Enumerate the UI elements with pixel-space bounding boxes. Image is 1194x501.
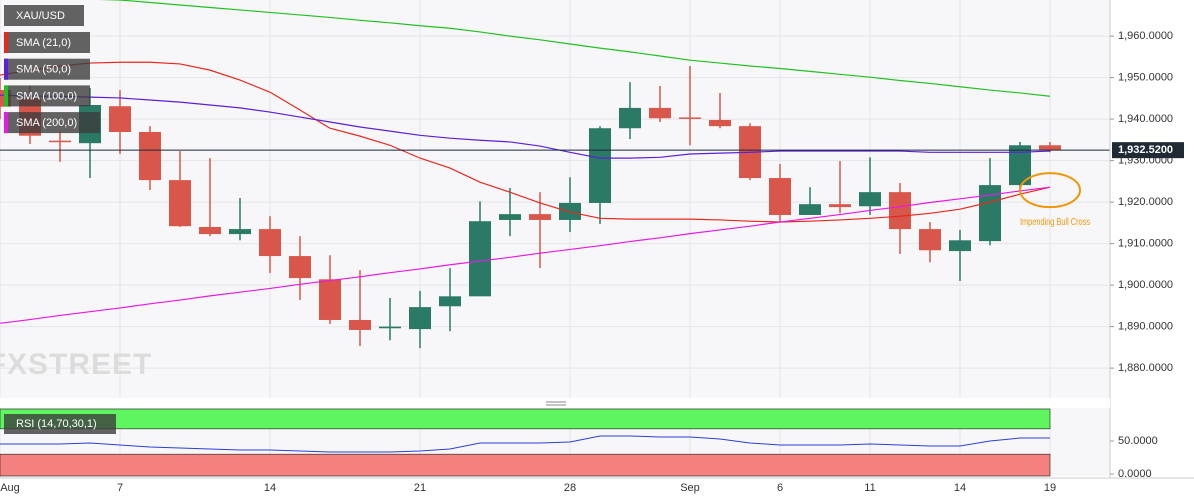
candle-body	[979, 185, 1001, 242]
y-tick-label: 1,960.0000	[1118, 30, 1173, 42]
rsi-line	[0, 435, 1050, 453]
x-tick-label: 21	[414, 482, 426, 494]
candle-body	[619, 107, 641, 129]
y-tick-label: 1,900.0000	[1118, 279, 1173, 291]
watermark: FXSTREET	[0, 348, 152, 381]
overbought-zone	[0, 408, 1051, 430]
x-tick-label: 14	[954, 482, 966, 494]
x-tick-label: 7	[117, 482, 123, 494]
legend-box	[4, 414, 116, 434]
legend-label: SMA (200,0)	[16, 117, 77, 129]
legend-label: SMA (100,0)	[16, 90, 77, 102]
legend-box	[4, 112, 100, 134]
y-tick-label: 1,890.0000	[1118, 321, 1173, 333]
sma-line	[0, 61, 1051, 223]
x-tick-label: 28	[564, 482, 576, 494]
y-tick-label: 1,880.0000	[1118, 362, 1173, 374]
candle-body	[589, 128, 611, 203]
candle-body	[379, 326, 401, 329]
annotation: Impending Bull Cross	[1020, 217, 1090, 228]
candle-body	[679, 117, 701, 119]
candle-body	[709, 119, 731, 127]
x-tick-label: 14	[264, 482, 276, 494]
legend-box	[4, 85, 90, 107]
legend-box	[4, 58, 90, 80]
candle-body	[799, 204, 821, 215]
x-tick-label: Aug	[0, 482, 20, 494]
legend-label: SMA (21,0)	[16, 37, 71, 49]
y-tick-label: 1,950.0000	[1118, 72, 1173, 84]
legend-label: RSI (14,70,30,1)	[16, 418, 97, 430]
legend-box	[4, 5, 84, 26]
candle-body	[409, 307, 431, 330]
legend-swatch	[4, 85, 8, 107]
candle-body	[469, 221, 491, 297]
last-price-label: 1,932.5200	[1118, 144, 1173, 156]
x-tick-label: 19	[1044, 482, 1056, 494]
plot-background	[0, 0, 1110, 398]
candle-body	[229, 229, 251, 235]
x-tick-label: 11	[864, 482, 875, 494]
candle-body	[499, 214, 521, 220]
legend-box	[4, 32, 90, 53]
candle-body	[649, 107, 671, 119]
candle-body	[289, 256, 311, 279]
x-tick-label: 6	[777, 482, 783, 494]
candle-body	[439, 296, 461, 307]
oversold-zone	[0, 453, 1051, 477]
candle-body	[529, 214, 551, 220]
candle-body	[109, 106, 131, 132]
candle-body	[829, 204, 851, 208]
candle-body	[139, 131, 161, 181]
sma-line	[0, 186, 1051, 324]
x-tick-label: Sep	[680, 482, 700, 494]
y-tick-label: 0.0000	[1118, 468, 1152, 480]
legend-label: SMA (50,0)	[16, 64, 71, 76]
candle-body	[889, 192, 911, 230]
candle-body	[349, 319, 371, 330]
y-tick-label: 1,910.0000	[1118, 238, 1173, 250]
candle-body	[259, 229, 281, 257]
candle-body	[319, 279, 341, 320]
last-price-box	[1112, 142, 1184, 159]
candle-body	[859, 192, 881, 207]
candle-body	[919, 229, 941, 251]
legend-swatch	[4, 32, 8, 53]
candle-body	[949, 240, 971, 252]
candle-body	[1009, 145, 1031, 186]
y-tick-label: 1,940.0000	[1118, 113, 1173, 125]
candle-body	[49, 140, 71, 143]
annotation-circle	[1019, 172, 1081, 209]
candle-body	[769, 178, 791, 215]
legend-swatch	[4, 112, 8, 134]
y-tick-label: 1,920.0000	[1118, 196, 1173, 208]
candle-body	[169, 180, 191, 227]
y-tick-label: 50.0000	[1118, 435, 1158, 447]
sma-line	[0, 94, 1051, 159]
legend-swatch	[4, 58, 8, 80]
candle-body	[199, 227, 221, 235]
sma-line	[98, 0, 1051, 97]
legend-label: XAU/USD	[16, 10, 65, 22]
candle-body	[1039, 145, 1061, 151]
pane-separator	[0, 398, 1110, 408]
